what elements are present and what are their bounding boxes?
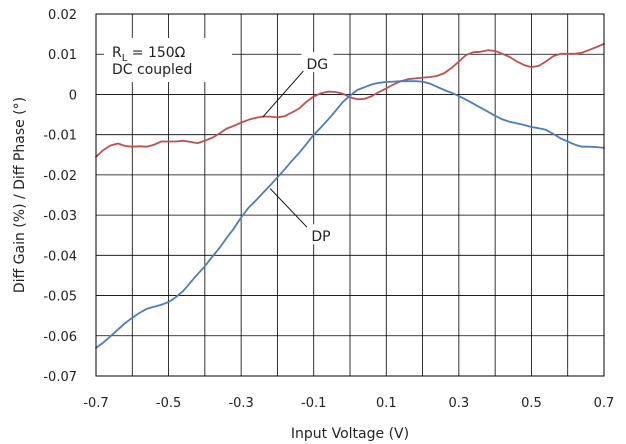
x-tick-label: 0.1: [376, 396, 397, 411]
plot-frame: [95, 13, 605, 377]
y-tick-label: -0.01: [43, 129, 77, 144]
annotation-line1: RL = 150Ω: [112, 45, 186, 64]
y-tick-label: 0.01: [48, 48, 77, 63]
y-tick-label: -0.03: [43, 209, 77, 224]
annotation-r-subscript: L: [122, 53, 128, 64]
y-tick-label: -0.04: [43, 249, 77, 264]
annotation-box: RL = 150Ω DC coupled: [104, 38, 232, 82]
x-axis-ticks: -0.7 -0.5 -0.3 -0.1 0.1 0.3 0.5 0.7: [83, 396, 614, 411]
callout-label-dg: DG: [307, 57, 329, 73]
callout-line-dg: [262, 70, 304, 118]
annotation-line2: DC coupled: [112, 62, 192, 78]
callout-bg-dg: [301, 52, 334, 73]
x-tick-label: -0.3: [228, 396, 253, 411]
series-line-dg: [95, 42, 605, 158]
series-layer: [95, 42, 605, 349]
y-tick-label: -0.02: [43, 169, 77, 184]
annotation-r: R: [112, 45, 122, 61]
callout-label-dp: DP: [311, 229, 330, 245]
annotation-box-background: [104, 38, 232, 82]
x-tick-label: -0.5: [156, 396, 181, 411]
x-tick-label: 0.7: [594, 396, 615, 411]
x-tick-label: 0.3: [449, 396, 470, 411]
y-axis-label: Diff Gain (%) / Diff Phase (°): [12, 97, 28, 293]
y-tick-label: -0.07: [43, 370, 77, 385]
x-tick-label: -0.1: [301, 396, 326, 411]
callouts: DG DP: [262, 52, 337, 245]
x-tick-label: 0.5: [521, 396, 542, 411]
callout-bg-dp: [304, 224, 337, 245]
annotation-r-value: = 150Ω: [127, 45, 185, 61]
y-tick-label: -0.05: [43, 290, 77, 305]
x-axis-label: Input Voltage (V): [291, 426, 409, 442]
y-tick-label: 0.02: [48, 8, 77, 23]
y-tick-label: 0: [69, 88, 77, 103]
y-axis-ticks: 0.02 0.01 0 -0.01 -0.02 -0.03 -0.04 -0.05 -0.06 -…: [43, 8, 77, 385]
callout-line-dp: [269, 188, 308, 228]
series-line-dp: [95, 80, 605, 349]
y-tick-label: -0.06: [43, 330, 77, 345]
x-tick-label: -0.7: [83, 396, 108, 411]
